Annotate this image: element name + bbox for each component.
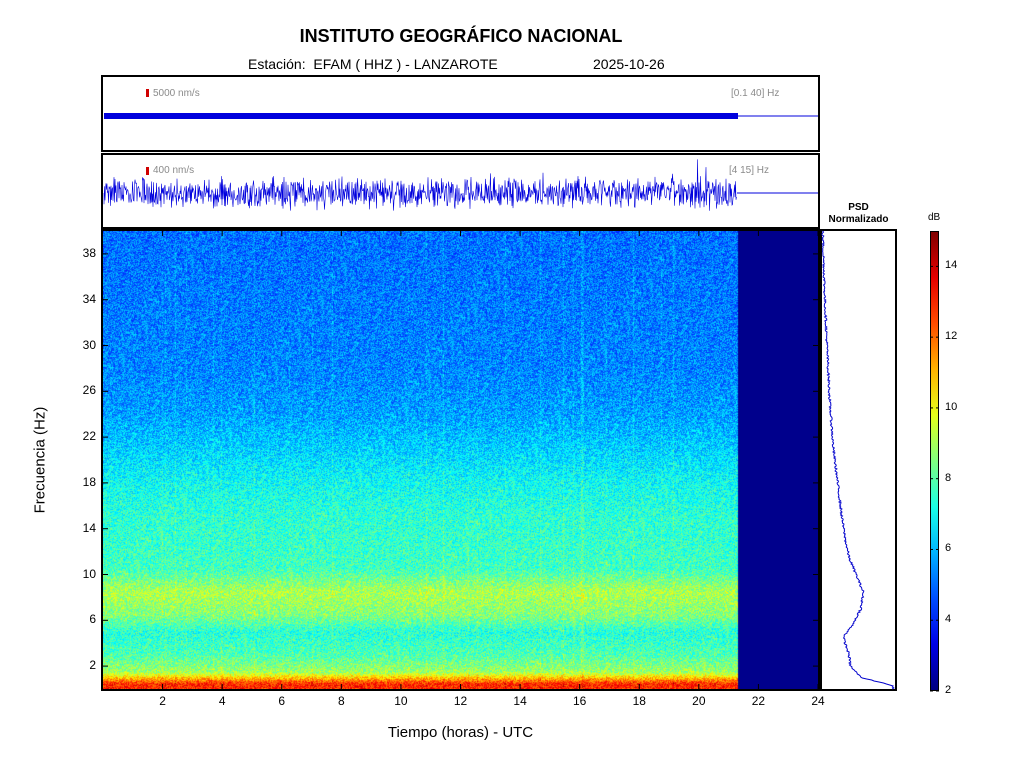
psd-panel bbox=[820, 229, 897, 691]
y-tick-label: 6 bbox=[89, 612, 96, 627]
y-tick-label: 14 bbox=[82, 520, 96, 535]
colorbar-tick-label: 10 bbox=[945, 400, 958, 413]
psd-title-line2: Normalizado bbox=[828, 214, 889, 225]
scale-marker bbox=[146, 89, 149, 97]
y-tick-label: 26 bbox=[82, 383, 96, 398]
x-tick-label: 20 bbox=[692, 694, 706, 708]
x-tick-label: 6 bbox=[278, 694, 286, 708]
colorbar-tick-label: 2 bbox=[945, 684, 952, 696]
x-tick-label: 16 bbox=[572, 694, 587, 708]
broadband-waveform bbox=[104, 113, 818, 119]
filtered-seismogram-panel: 400 nm/s [4 15] Hz bbox=[101, 153, 820, 229]
y-tick-label: 18 bbox=[82, 474, 96, 489]
x-tick-label: 22 bbox=[751, 694, 766, 708]
trace-band-label: [4 15] Hz bbox=[729, 165, 770, 176]
x-tick-label: 8 bbox=[337, 694, 345, 708]
filtered-waveform-line bbox=[103, 159, 737, 211]
scale-marker bbox=[146, 167, 149, 175]
x-tick-label: 18 bbox=[632, 694, 646, 708]
x-tick-label: 24 bbox=[811, 694, 825, 708]
x-tick-label: 12 bbox=[453, 694, 468, 708]
spectrogram-plot bbox=[101, 229, 820, 691]
psd-title-line1: PSD bbox=[848, 202, 869, 213]
trace-scale-label: 5000 nm/s bbox=[153, 88, 200, 99]
x-tick-label: 14 bbox=[513, 694, 527, 708]
psd-title: PSD Normalizado bbox=[820, 202, 897, 226]
x-tick-label: 10 bbox=[394, 694, 408, 708]
trace-band-label: [0.1 40] Hz bbox=[731, 88, 780, 99]
colorbar-tick-label: 14 bbox=[945, 259, 958, 272]
spectrogram-heatmap bbox=[103, 231, 818, 689]
chart-title: INSTITUTO GEOGRÁFICO NACIONAL bbox=[299, 26, 623, 46]
y-tick-label: 10 bbox=[82, 566, 96, 581]
broadband-seismogram-panel: 5000 nm/s [0.1 40] Hz bbox=[101, 75, 820, 152]
colorbar-tick-label: 4 bbox=[945, 613, 952, 626]
station-date: 2025-10-26 bbox=[593, 56, 665, 72]
colorbar bbox=[930, 231, 939, 691]
x-axis-label: Tiempo (horas) - UTC bbox=[387, 724, 534, 741]
psd-line bbox=[821, 230, 895, 690]
psd-curve bbox=[821, 230, 895, 690]
y-tick-label: 2 bbox=[89, 658, 96, 673]
colorbar-tick-label: 12 bbox=[945, 330, 958, 343]
x-tick-label: 4 bbox=[218, 694, 226, 708]
y-tick-label: 22 bbox=[82, 429, 96, 444]
filtered-waveform bbox=[103, 159, 818, 211]
y-tick-label: 38 bbox=[82, 245, 96, 260]
y-tick-label: 30 bbox=[82, 337, 96, 352]
y-tick-label: 34 bbox=[82, 291, 96, 306]
colorbar-tick-label: 8 bbox=[945, 471, 952, 484]
trace-scale-label: 400 nm/s bbox=[153, 165, 195, 176]
station-label: Estación: EFAM ( HHZ ) - LANZAROTE bbox=[248, 56, 498, 72]
colorbar-tick-label: 6 bbox=[945, 542, 952, 555]
colorbar-unit: dB bbox=[928, 212, 941, 223]
y-axis-label: Frecuencia (Hz) bbox=[31, 406, 49, 514]
x-tick-label: 2 bbox=[159, 694, 166, 708]
